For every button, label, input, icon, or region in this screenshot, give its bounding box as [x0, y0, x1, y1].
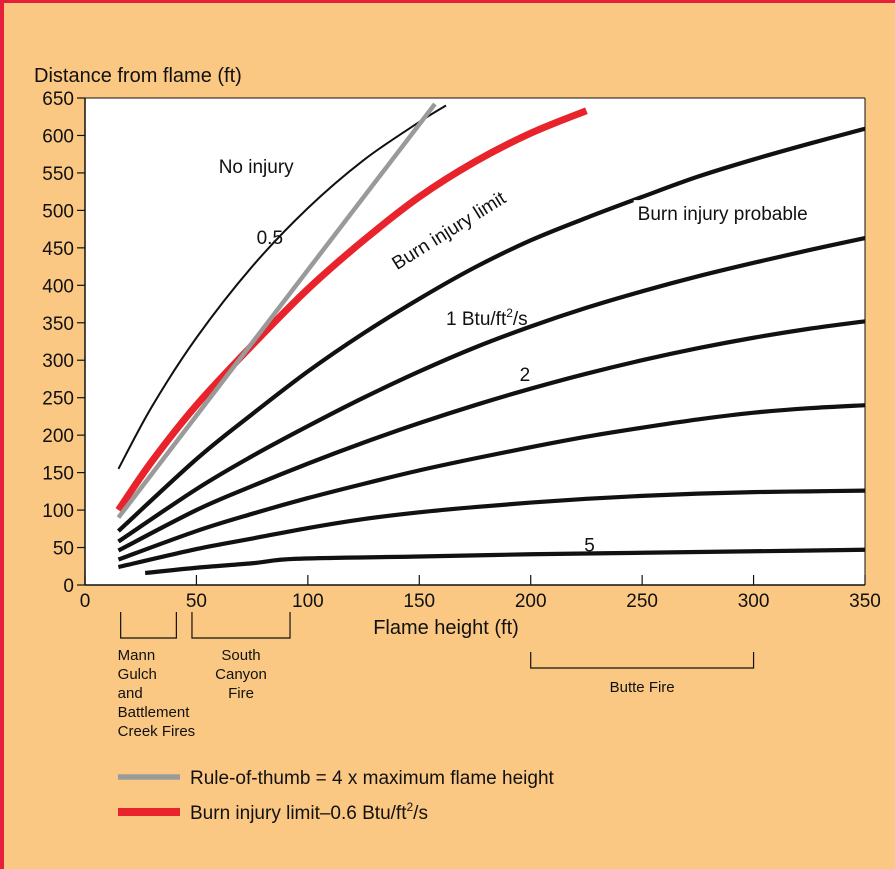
- series-line-curve: [144, 547, 866, 576]
- x-tick-label: 0: [80, 591, 91, 612]
- range-label: Creek Fires: [118, 723, 196, 740]
- range-label: Fire: [228, 685, 254, 702]
- legend-label: Burn injury limit–0.6 Btu/ft2/s: [190, 800, 428, 824]
- y-tick-label: 500: [42, 201, 74, 222]
- annotation-backing: [633, 200, 858, 227]
- y-tick-label: 650: [42, 89, 74, 110]
- y-tick-label: 600: [42, 126, 74, 147]
- series-line-curve: [117, 236, 866, 544]
- series-line-curve: [117, 403, 866, 562]
- x-tick-label: 200: [515, 591, 547, 612]
- x-tick-label: 100: [292, 591, 324, 612]
- y-tick-label: 150: [42, 464, 74, 485]
- chart-annotation: 2: [520, 365, 531, 386]
- range-label: Battlement: [118, 704, 191, 721]
- y-tick-label: 400: [42, 276, 74, 297]
- y-tick-label: 250: [42, 389, 74, 410]
- range-label: and: [118, 685, 143, 702]
- y-tick-label: 0: [63, 576, 74, 597]
- series-line-curve: [117, 488, 866, 570]
- y-tick-label: 550: [42, 164, 74, 185]
- chart-annotation: 0.5: [257, 228, 283, 249]
- range-bracket: [530, 652, 755, 669]
- x-tick-label: 50: [186, 591, 207, 612]
- chart-annotation: No injury: [219, 157, 294, 178]
- x-tick-label: 150: [403, 591, 435, 612]
- x-tick-label: 350: [849, 591, 881, 612]
- series-line-rule-of_thumb: [116, 102, 437, 519]
- x-tick-label: 250: [626, 591, 658, 612]
- series-line-curve: [117, 126, 866, 533]
- y-tick-label: 350: [42, 314, 74, 335]
- range-label: Butte Fire: [610, 679, 675, 696]
- chart-annotation: Burn injury probable: [638, 204, 808, 225]
- range-bracket: [191, 612, 291, 639]
- range-label: Canyon: [215, 666, 267, 683]
- range-label: Gulch: [118, 666, 157, 683]
- series-line-thin: [117, 104, 447, 470]
- y-axis-title: Distance from flame (ft): [34, 65, 242, 87]
- series-line-burn-limit: [115, 107, 588, 513]
- y-tick-label: 300: [42, 351, 74, 372]
- y-tick-label: 50: [53, 539, 74, 560]
- x-tick-label: 300: [738, 591, 770, 612]
- y-tick-label: 200: [42, 426, 74, 447]
- range-bracket: [120, 612, 177, 639]
- plot-area: [85, 98, 865, 585]
- chart-annotation: 1 Btu/ft2/s: [446, 306, 528, 330]
- y-tick-label: 450: [42, 239, 74, 260]
- chart-annotation: 5: [584, 535, 595, 556]
- range-label: Mann: [118, 647, 156, 664]
- legend-label: Rule-of-thumb = 4 x maximum flame height: [190, 768, 555, 789]
- range-label: South: [221, 647, 260, 664]
- y-tick-label: 100: [42, 501, 74, 522]
- series-line-curve: [117, 319, 866, 553]
- x-axis-title: Flame height (ft): [373, 617, 519, 639]
